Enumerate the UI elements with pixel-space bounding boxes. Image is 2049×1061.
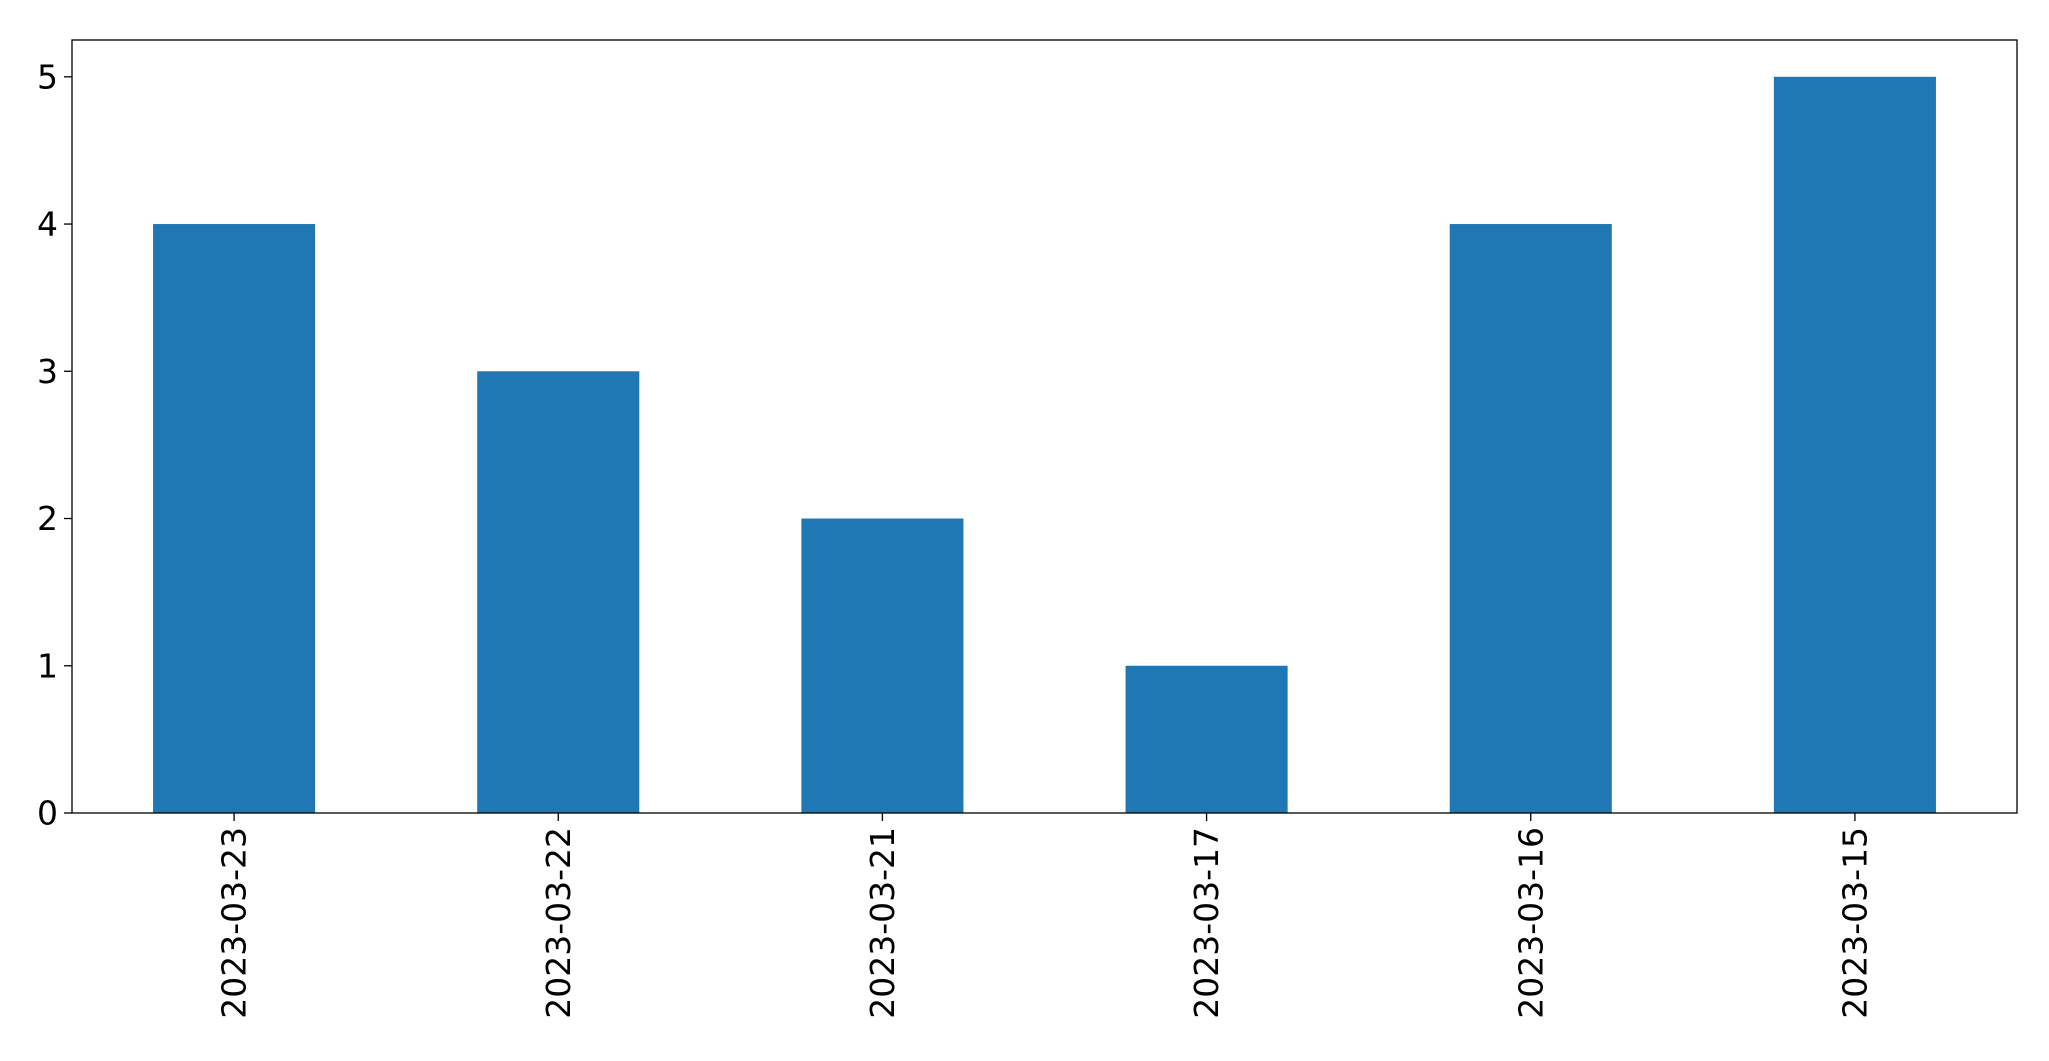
y-tick-label: 4 xyxy=(37,205,58,244)
y-tick-label: 1 xyxy=(37,646,58,685)
plot-area-frame xyxy=(71,39,2018,814)
x-tick-label: 2023-03-23 xyxy=(215,827,254,1019)
x-tick-label: 2023-03-17 xyxy=(1187,827,1226,1019)
bar-2023-03-17 xyxy=(1125,665,1288,813)
y-tick-label: 2 xyxy=(37,499,58,538)
x-axis: 2023-03-23 2023-03-22 2023-03-21 2023-03-17… xyxy=(215,813,1874,1019)
x-tick-label: 2023-03-16 xyxy=(1511,827,1550,1019)
y-tick-label: 3 xyxy=(37,352,58,391)
y-axis: 0 1 2 3 4 5 xyxy=(37,57,72,833)
x-tick-label: 2023-03-22 xyxy=(539,827,578,1019)
y-tick-label: 0 xyxy=(37,794,58,833)
bar-2023-03-16 xyxy=(1449,224,1612,814)
x-tick-label: 2023-03-15 xyxy=(1835,827,1874,1019)
bar-2023-03-22 xyxy=(477,371,640,813)
y-tick-label: 5 xyxy=(37,57,58,96)
x-tick-label: 2023-03-21 xyxy=(863,827,902,1019)
bars-group xyxy=(153,76,1936,814)
bar-2023-03-23 xyxy=(153,224,316,814)
bar-2023-03-21 xyxy=(801,518,964,813)
bar-2023-03-15 xyxy=(1773,76,1936,814)
